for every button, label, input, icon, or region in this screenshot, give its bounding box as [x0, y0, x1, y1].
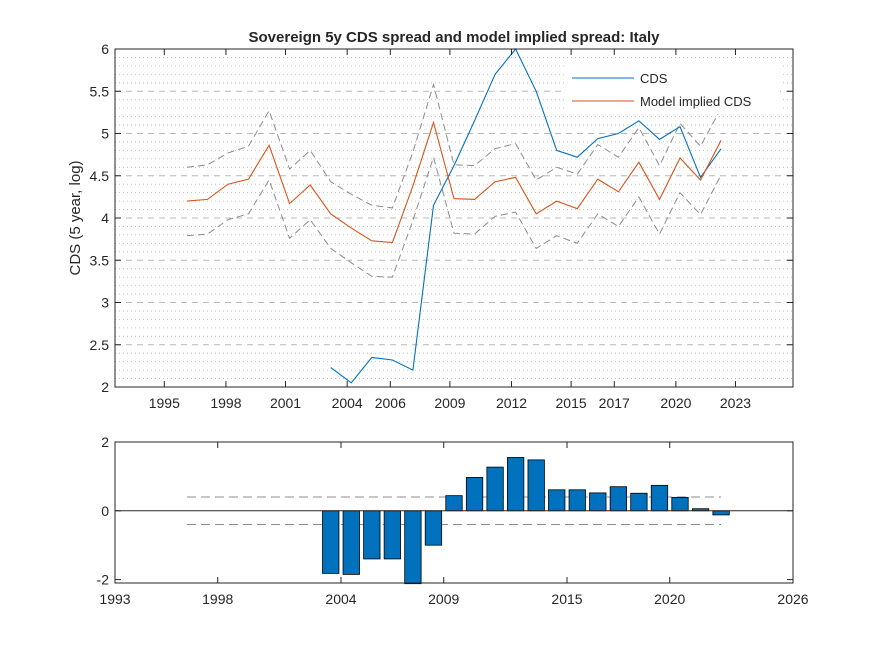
y-tick-label: 2 — [101, 379, 109, 395]
x-tick-label: 2026 — [777, 591, 808, 607]
bar — [445, 495, 463, 512]
bar — [507, 457, 525, 512]
model-implied-line — [186, 120, 722, 244]
y-tick-label: -2 — [97, 572, 110, 588]
x-tick-label: 1993 — [99, 591, 130, 607]
y-tick-label: 3 — [101, 295, 109, 311]
y-axis-label: CDS (5 year, log) — [67, 160, 84, 275]
bar — [650, 484, 669, 512]
x-tick-label: 2020 — [660, 395, 691, 411]
y-tick-label: 4.5 — [90, 168, 110, 184]
y-tick-label: 6 — [101, 41, 109, 57]
x-tick-label: 2017 — [599, 395, 630, 411]
cds-line — [330, 47, 722, 384]
legend-label-cds: CDS — [640, 71, 668, 86]
y-tick-label: 5.5 — [90, 83, 110, 99]
series-lines — [186, 47, 722, 384]
bar — [363, 510, 381, 560]
bar — [671, 496, 689, 512]
x-tick-labels: 1993 1998 2004 2009 2015 2020 2026 — [99, 442, 809, 607]
bottom-axes-box — [114, 441, 794, 584]
legend: CDS Model implied CDS — [566, 64, 780, 114]
y-tick-label: 5 — [101, 126, 109, 142]
bar — [383, 510, 401, 560]
x-tick-label: 2004 — [325, 591, 356, 607]
bars — [322, 457, 730, 585]
bar — [465, 477, 484, 512]
bar — [404, 510, 422, 585]
x-tick-label: 2020 — [654, 591, 685, 607]
bar — [322, 510, 340, 574]
bar — [342, 510, 360, 575]
bar — [609, 486, 627, 512]
bar — [486, 466, 504, 512]
bar — [712, 510, 730, 516]
top-chart: Sovereign 5y CDS spread and model implie… — [67, 29, 794, 411]
bar — [424, 510, 443, 546]
x-tick-label: 2009 — [434, 395, 465, 411]
chart-title: Sovereign 5y CDS spread and model implie… — [249, 29, 661, 46]
legend-box — [566, 64, 780, 114]
band-line — [186, 82, 722, 209]
bar — [630, 492, 648, 512]
y-tick-label: 2.5 — [90, 337, 110, 353]
x-tick-label: 2012 — [496, 395, 527, 411]
y-tick-label: 2 — [101, 434, 109, 450]
x-tick-label: 2015 — [551, 591, 582, 607]
y-tick-label: 4 — [101, 210, 109, 226]
x-tick-label: 2001 — [270, 395, 301, 411]
bar — [568, 489, 586, 512]
bar — [589, 492, 607, 512]
x-tick-label: 2009 — [428, 591, 459, 607]
bar — [527, 459, 545, 512]
y-tick-label: 3.5 — [90, 252, 110, 268]
x-tick-label: 1998 — [202, 591, 233, 607]
x-tick-labels: 1995 1998 2001 2004 2006 2009 2012 2015 2017 2020… — [149, 49, 751, 411]
bottom-chart: -2 0 2 1993 1998 2004 2009 2015 2020 2026 — [97, 434, 809, 607]
confidence-band — [186, 82, 722, 278]
x-tick-label: 2015 — [556, 395, 587, 411]
x-tick-label: 2004 — [332, 395, 363, 411]
y-tick-label: 0 — [101, 503, 109, 519]
bar — [548, 489, 566, 512]
x-tick-label: 2006 — [375, 395, 406, 411]
x-tick-label: 2023 — [720, 395, 751, 411]
y-tick-labels: -2 0 2 — [97, 434, 793, 588]
band-line — [186, 155, 722, 278]
x-tick-label: 1998 — [210, 395, 241, 411]
x-tick-label: 1995 — [149, 395, 180, 411]
legend-label-model: Model implied CDS — [640, 94, 752, 109]
y-tick-labels: 2 2.5 3 3.5 4 4.5 5 5.5 6 — [90, 41, 793, 395]
